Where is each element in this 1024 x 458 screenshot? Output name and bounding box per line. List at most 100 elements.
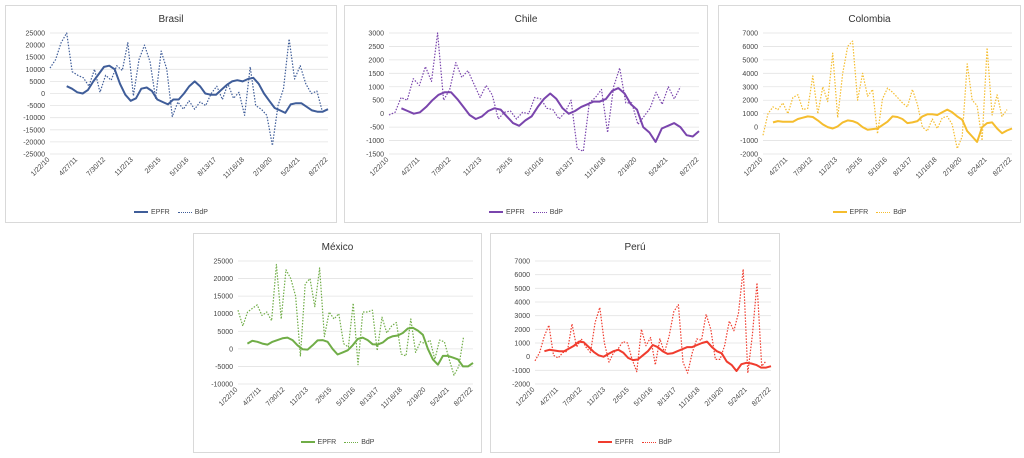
x-tick-label: 2/5/15 <box>845 156 864 175</box>
legend-label: EPFR <box>849 209 869 216</box>
series-line-bdp <box>534 268 767 374</box>
x-tick-label: 5/10/16 <box>335 386 357 408</box>
x-tick-label: 11/2/13 <box>289 386 310 407</box>
legend-item: EPFR <box>598 439 634 446</box>
x-tick-label: 2/5/15 <box>496 156 515 175</box>
x-tick-label: 11/16/18 <box>678 386 702 410</box>
y-tick-label: 7000 <box>742 31 758 38</box>
x-tick-label: 2/5/15 <box>144 156 163 175</box>
legend-swatch <box>489 211 504 214</box>
chart-brasil: Brasil -25000 -20000 -15000 -10000 -5000 0 5000… <box>5 5 337 223</box>
plot-area: -2000 -1000 0 1000 2000 3000 4000 5000 6000 7000 1… <box>512 259 773 411</box>
y-tick-label: -5000 <box>27 103 45 110</box>
y-tick-label: -500 <box>370 125 384 132</box>
legend-label: EPFR <box>317 439 337 446</box>
legend: EPFR BdP <box>194 439 481 446</box>
x-tick-label: 2/19/20 <box>406 386 428 408</box>
x-tick-label: 11/16/18 <box>915 156 939 180</box>
x-tick-label: 4/27/11 <box>58 156 79 177</box>
x-tick-label: 8/13/17 <box>892 156 914 178</box>
series-line-bdp <box>237 263 465 376</box>
x-tick-label: 5/10/16 <box>524 156 546 178</box>
x-tick-label: 5/24/21 <box>429 386 451 408</box>
legend-swatch <box>832 211 847 214</box>
legend: EPFR BdP <box>345 209 707 216</box>
y-tick-label: -1000 <box>366 138 384 145</box>
plot-area: -2000 -1000 0 1000 2000 3000 4000 5000 6000 7000 1… <box>740 31 1013 181</box>
x-tick-label: 7/30/12 <box>431 156 453 178</box>
x-tick-label: 11/16/18 <box>222 156 246 180</box>
y-tick-label: 10000 <box>214 311 234 318</box>
x-tick-label: 4/27/11 <box>539 386 560 407</box>
legend-swatch <box>532 211 547 213</box>
x-tick-label: 1/22/10 <box>369 156 391 178</box>
legend-swatch <box>177 211 192 213</box>
x-tick-label: 8/27/22 <box>453 386 475 408</box>
y-tick-label: 3000 <box>742 84 758 91</box>
chart-mexico: México -10000 -5000 0 5000 10000 15000 20000 250… <box>193 233 482 453</box>
legend-item: EPFR <box>489 209 525 216</box>
y-tick-label: -1000 <box>512 368 530 375</box>
y-tick-label: -25000 <box>23 152 45 159</box>
x-tick-label: 4/27/11 <box>242 386 263 407</box>
y-tick-label: -20000 <box>23 139 45 146</box>
x-tick-label: 8/13/17 <box>657 386 679 408</box>
chart-title: México <box>321 242 354 253</box>
chart-title: Perú <box>624 242 646 253</box>
y-tick-label: 3000 <box>368 31 384 38</box>
series-line-bdp <box>762 40 1008 150</box>
y-tick-label: -5000 <box>215 364 233 371</box>
y-tick-label: 0 <box>754 125 758 132</box>
y-tick-label: 15000 <box>26 55 46 62</box>
legend-label: BdP <box>549 209 563 216</box>
x-tick-label: 1/22/10 <box>743 156 765 178</box>
y-tick-label: 3000 <box>514 313 530 320</box>
series-line-epfr <box>401 87 700 143</box>
x-tick-label: 5/10/16 <box>633 386 655 408</box>
legend-item: BdP <box>344 439 374 446</box>
x-tick-label: 2/5/15 <box>612 386 631 405</box>
y-tick-label: 2000 <box>368 57 384 64</box>
series-line-epfr <box>544 340 772 372</box>
x-tick-label: 8/27/22 <box>679 156 701 178</box>
x-tick-label: 8/27/22 <box>751 386 773 408</box>
y-tick-label: 6000 <box>742 44 758 51</box>
y-tick-label: 1000 <box>514 341 530 348</box>
legend-label: BdP <box>893 209 907 216</box>
y-tick-label: -2000 <box>512 382 530 389</box>
chart-chile: Chile -1500 -1000 -500 0 500 1000 1500 2000 2500 3… <box>344 5 708 223</box>
y-tick-label: 15000 <box>214 294 234 301</box>
x-tick-label: 7/30/12 <box>86 156 108 178</box>
plot-area: -1500 -1000 -500 0 500 1000 1500 2000 2500 3000 1/… <box>366 31 701 181</box>
y-tick-label: -1000 <box>740 138 758 145</box>
series-line-epfr <box>66 64 329 114</box>
legend: EPFR BdP <box>491 439 779 446</box>
legend-item: EPFR <box>832 209 869 216</box>
x-tick-label: 2/19/20 <box>942 156 964 178</box>
legend-swatch <box>344 441 359 443</box>
chart-title: Brasil <box>158 14 184 25</box>
x-tick-label: 11/2/13 <box>114 156 135 177</box>
series-line-epfr <box>772 108 1013 143</box>
x-tick-label: 5/10/16 <box>867 156 889 178</box>
legend-item: BdP <box>532 209 563 216</box>
legend-item: BdP <box>876 209 906 216</box>
x-tick-label: 8/13/17 <box>359 386 381 408</box>
x-tick-label: 5/24/21 <box>967 156 989 178</box>
chart-colombia: Colombia -2000 -1000 0 1000 2000 3000 4000 5000 6… <box>718 5 1021 223</box>
x-tick-label: 5/24/21 <box>648 156 670 178</box>
x-tick-label: 2/19/20 <box>252 156 274 178</box>
x-tick-label: 11/16/18 <box>380 386 404 410</box>
y-tick-label: 2000 <box>514 327 530 334</box>
x-tick-label: 4/27/11 <box>768 156 789 177</box>
y-tick-label: 25000 <box>214 259 234 266</box>
y-tick-label: 20000 <box>26 43 46 50</box>
series-line-bdp <box>49 32 323 147</box>
y-tick-label: 7000 <box>514 259 530 266</box>
legend-item: EPFR <box>300 439 337 446</box>
x-tick-label: 11/2/13 <box>818 156 839 177</box>
y-tick-label: -1500 <box>366 152 384 159</box>
x-tick-label: 5/24/21 <box>727 386 749 408</box>
x-tick-label: 8/13/17 <box>555 156 577 178</box>
x-tick-label: 11/2/13 <box>586 386 607 407</box>
